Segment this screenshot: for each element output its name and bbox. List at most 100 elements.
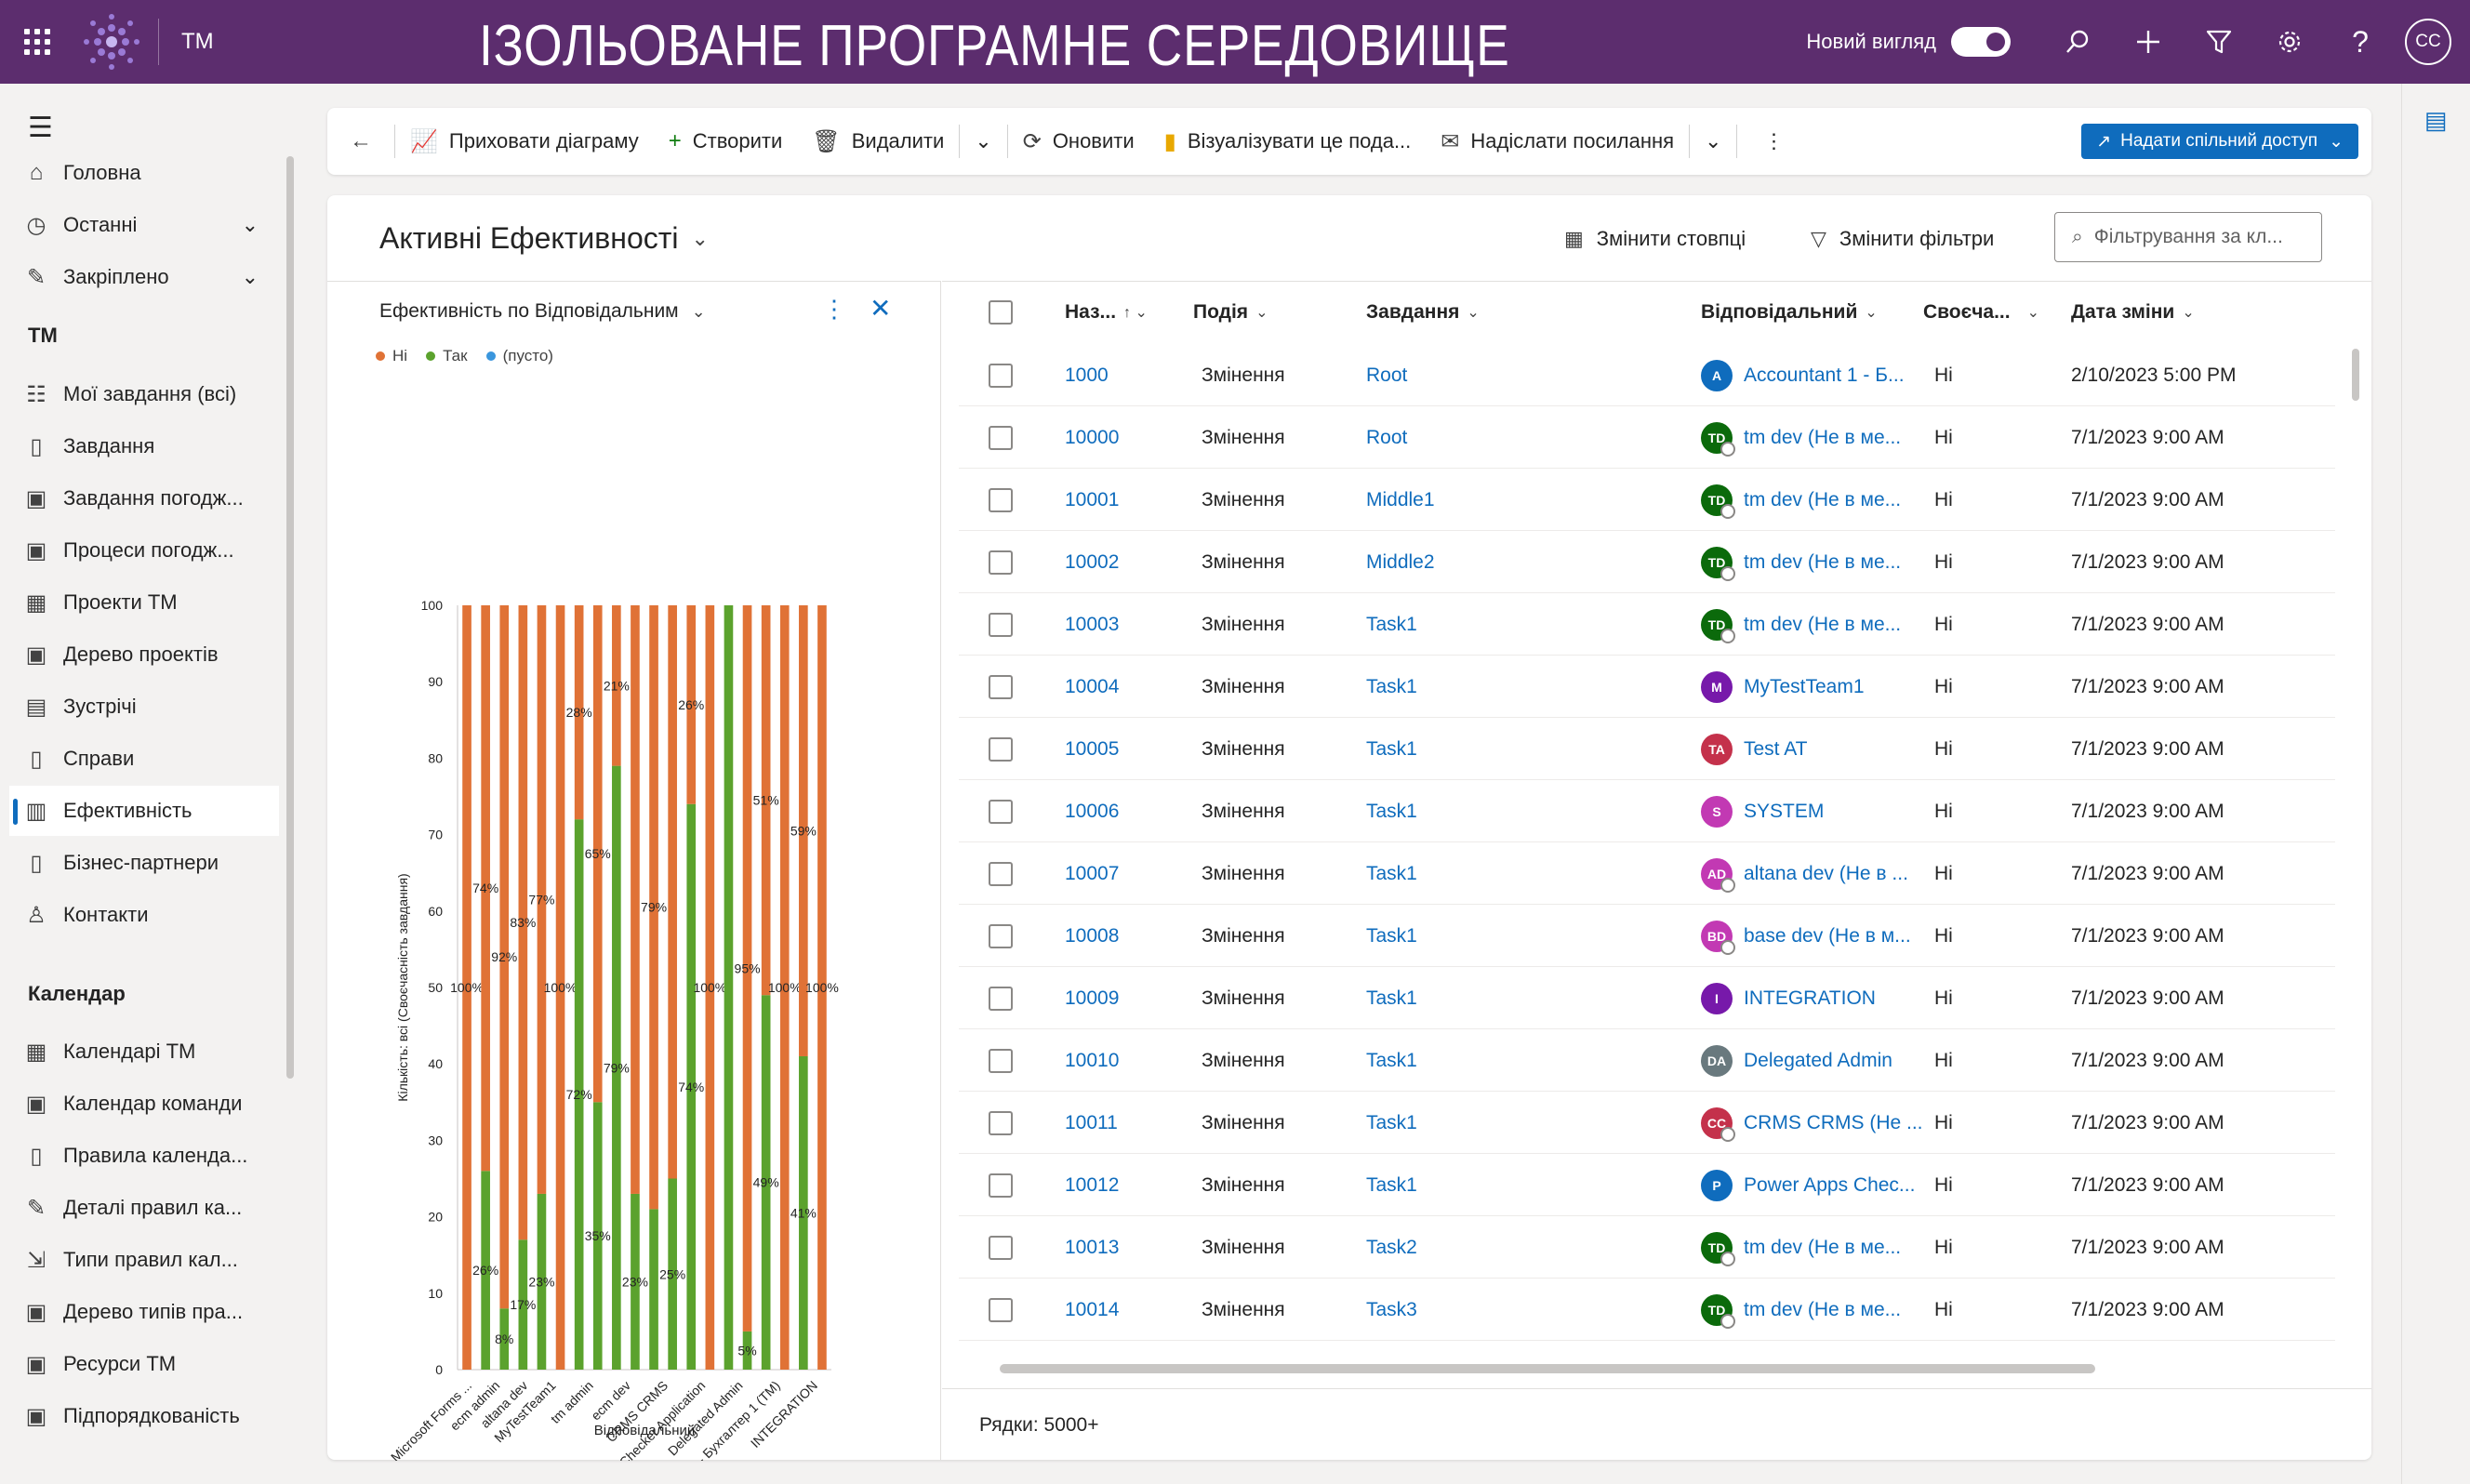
column-header-ontime[interactable]: Своєча... ⌄ [1923, 282, 2039, 343]
task-link[interactable]: Root [1366, 426, 1408, 448]
row-checkbox[interactable] [989, 363, 1013, 388]
chart-bar-yes[interactable] [481, 1171, 490, 1370]
app-name[interactable]: ТМ [181, 29, 214, 54]
record-name-link[interactable]: 1000 [1065, 364, 1109, 386]
side-pane-icon[interactable]: ▤ [2424, 106, 2448, 134]
record-name-link[interactable]: 10008 [1065, 924, 1120, 947]
owner-link[interactable]: altana dev (Не в ... [1744, 862, 1908, 884]
chart-bar-no[interactable] [592, 605, 603, 1103]
table-row[interactable]: 10002 Змінення Middle2 TD tm dev (Не в ме...… [959, 531, 2335, 593]
chart-bar-yes[interactable] [631, 1193, 640, 1370]
owner-cell[interactable]: A Accountant 1 - Б... [1701, 344, 1905, 406]
nav-item[interactable]: ▣ Завдання погодж... [9, 473, 279, 523]
task-link[interactable]: Root [1366, 364, 1408, 386]
owner-link[interactable]: base dev (Не в м... [1744, 924, 1911, 947]
chart-bar-no[interactable] [537, 605, 547, 1194]
nav-item[interactable]: ▣ Дерево типів пра... [9, 1287, 279, 1337]
user-avatar[interactable]: CC [2405, 19, 2451, 65]
owner-cell[interactable]: TD tm dev (Не в ме... [1701, 593, 1901, 656]
nav-item[interactable]: ☷ Мої завдання (всі) [9, 369, 279, 419]
nav-item[interactable]: ▦ Проекти ТМ [9, 577, 279, 628]
legend-item[interactable]: (пусто) [485, 347, 553, 365]
owner-link[interactable]: tm dev (Не в ме... [1744, 426, 1902, 448]
chart-bar-yes[interactable] [537, 1193, 547, 1370]
task-link[interactable]: Task1 [1366, 675, 1417, 697]
refresh-button[interactable]: ⟳ Оновити [1008, 108, 1149, 175]
table-row[interactable]: 10005 Змінення Task1 TA Test AT Ні 7/1/2023 9:… [959, 718, 2335, 780]
nav-item[interactable]: ▯ Правила календа... [9, 1131, 279, 1181]
filter-icon[interactable] [2184, 0, 2254, 84]
keyword-filter-input[interactable]: ⌕ Фільтрування за кл... [2054, 212, 2322, 262]
chart-bar-no[interactable] [631, 605, 640, 1194]
row-checkbox[interactable] [989, 674, 1013, 699]
owner-link[interactable]: tm dev (Не в ме... [1744, 488, 1902, 510]
task-link[interactable]: Task1 [1366, 1173, 1417, 1196]
row-checkbox[interactable] [989, 923, 1013, 948]
table-row[interactable]: 10010 Змінення Task1 DA Delegated Admin Ні 7/1… [959, 1029, 2335, 1092]
column-header-task[interactable]: Завдання ⌄ [1366, 282, 1480, 343]
chart-bar-yes[interactable] [799, 1055, 808, 1370]
owner-cell[interactable]: TD tm dev (Не в ме... [1701, 1216, 1901, 1279]
record-name-link[interactable]: 10014 [1065, 1298, 1120, 1320]
nav-item[interactable]: ✎ Закріплено ⌄ [9, 252, 279, 302]
row-checkbox[interactable] [989, 425, 1013, 450]
chart-bar-yes[interactable] [574, 819, 584, 1370]
plus-icon[interactable] [2113, 0, 2184, 84]
table-row[interactable]: 10012 Змінення Task1 P Power Apps Chec... Ні 7… [959, 1154, 2335, 1216]
nav-scrollbar[interactable] [286, 156, 294, 1079]
chart-bar-no[interactable] [555, 605, 565, 1370]
record-name-link[interactable]: 10012 [1065, 1173, 1120, 1196]
record-name-link[interactable]: 10001 [1065, 488, 1120, 510]
record-name-link[interactable]: 10002 [1065, 550, 1120, 573]
row-checkbox[interactable] [989, 799, 1013, 824]
edit-filters-button[interactable]: ▽ Змінити фільтри [1811, 227, 1994, 251]
owner-cell[interactable]: M MyTestTeam1 [1701, 656, 1865, 718]
chart-more-icon[interactable]: ⋮ [822, 295, 846, 323]
owner-cell[interactable]: TD tm dev (Не в ме... [1701, 1279, 1901, 1341]
chart-bar-no[interactable] [686, 605, 697, 804]
owner-cell[interactable]: P Power Apps Chec... [1701, 1154, 1915, 1216]
owner-cell[interactable]: S SYSTEM [1701, 780, 1824, 842]
task-link[interactable]: Task1 [1366, 737, 1417, 760]
nav-item[interactable]: ♙ Контакти [9, 890, 279, 940]
nav-item[interactable]: ▣ Дерево проектів [9, 629, 279, 680]
nav-item[interactable]: ◷ Останні ⌄ [9, 200, 279, 250]
chart-bar-no[interactable] [668, 605, 677, 1179]
nav-item[interactable]: ▤ Зустрічі [9, 682, 279, 732]
settings-gear-icon[interactable] [2254, 0, 2325, 84]
owner-link[interactable]: Accountant 1 - Б... [1744, 364, 1905, 386]
table-row[interactable]: 10009 Змінення Task1 I INTEGRATION Ні 7/1/2023… [959, 967, 2335, 1029]
nav-item[interactable]: ▯ Справи [9, 734, 279, 784]
owner-link[interactable]: Delegated Admin [1744, 1049, 1892, 1071]
chart-bar-no[interactable] [799, 605, 808, 1056]
record-name-link[interactable]: 10005 [1065, 737, 1120, 760]
send-link-button[interactable]: ✉ Надіслати посилання [1426, 108, 1689, 175]
owner-cell[interactable]: BD base dev (Не в м... [1701, 905, 1911, 967]
chart-bar-yes[interactable] [649, 1209, 658, 1370]
row-checkbox[interactable] [989, 487, 1013, 512]
new-look-toggle[interactable] [1951, 27, 2011, 57]
record-name-link[interactable]: 10006 [1065, 800, 1120, 822]
chart-bar-no[interactable] [612, 605, 621, 766]
chart-selector[interactable]: Ефективність по Відповідальним ⌄ [379, 300, 706, 323]
edit-columns-button[interactable]: ▦ Змінити стовпці [1564, 227, 1746, 251]
chevron-down-icon[interactable]: ⌄ [241, 265, 259, 288]
row-checkbox[interactable] [989, 1110, 1013, 1135]
delete-button[interactable]: 🗑 Видалити [797, 108, 959, 175]
bar-chart[interactable]: 0 10 20 30 40 50 60 70 80 90 100 Кількість: всі (Св… [327, 282, 941, 1461]
record-name-link[interactable]: 10003 [1065, 613, 1120, 635]
row-checkbox[interactable] [989, 550, 1013, 575]
table-row[interactable]: 10000 Змінення Root TD tm dev (Не в ме... Ні 7… [959, 406, 2335, 469]
task-link[interactable]: Middle2 [1366, 550, 1435, 573]
record-name-link[interactable]: 10007 [1065, 862, 1120, 884]
task-link[interactable]: Task1 [1366, 924, 1417, 947]
table-row[interactable]: 1000 Змінення Root A Accountant 1 - Б... Ні 2/… [959, 344, 2335, 406]
row-checkbox[interactable] [989, 986, 1013, 1011]
nav-item[interactable]: ▯ Завдання [9, 421, 279, 471]
owner-cell[interactable]: TD tm dev (Не в ме... [1701, 406, 1901, 469]
send-link-chevron[interactable]: ⌄ [1690, 108, 1736, 175]
owner-cell[interactable]: DA Delegated Admin [1701, 1029, 1892, 1092]
chart-bar-no[interactable] [817, 605, 827, 1370]
row-checkbox[interactable] [989, 861, 1013, 886]
chart-bar-yes[interactable] [612, 765, 621, 1370]
